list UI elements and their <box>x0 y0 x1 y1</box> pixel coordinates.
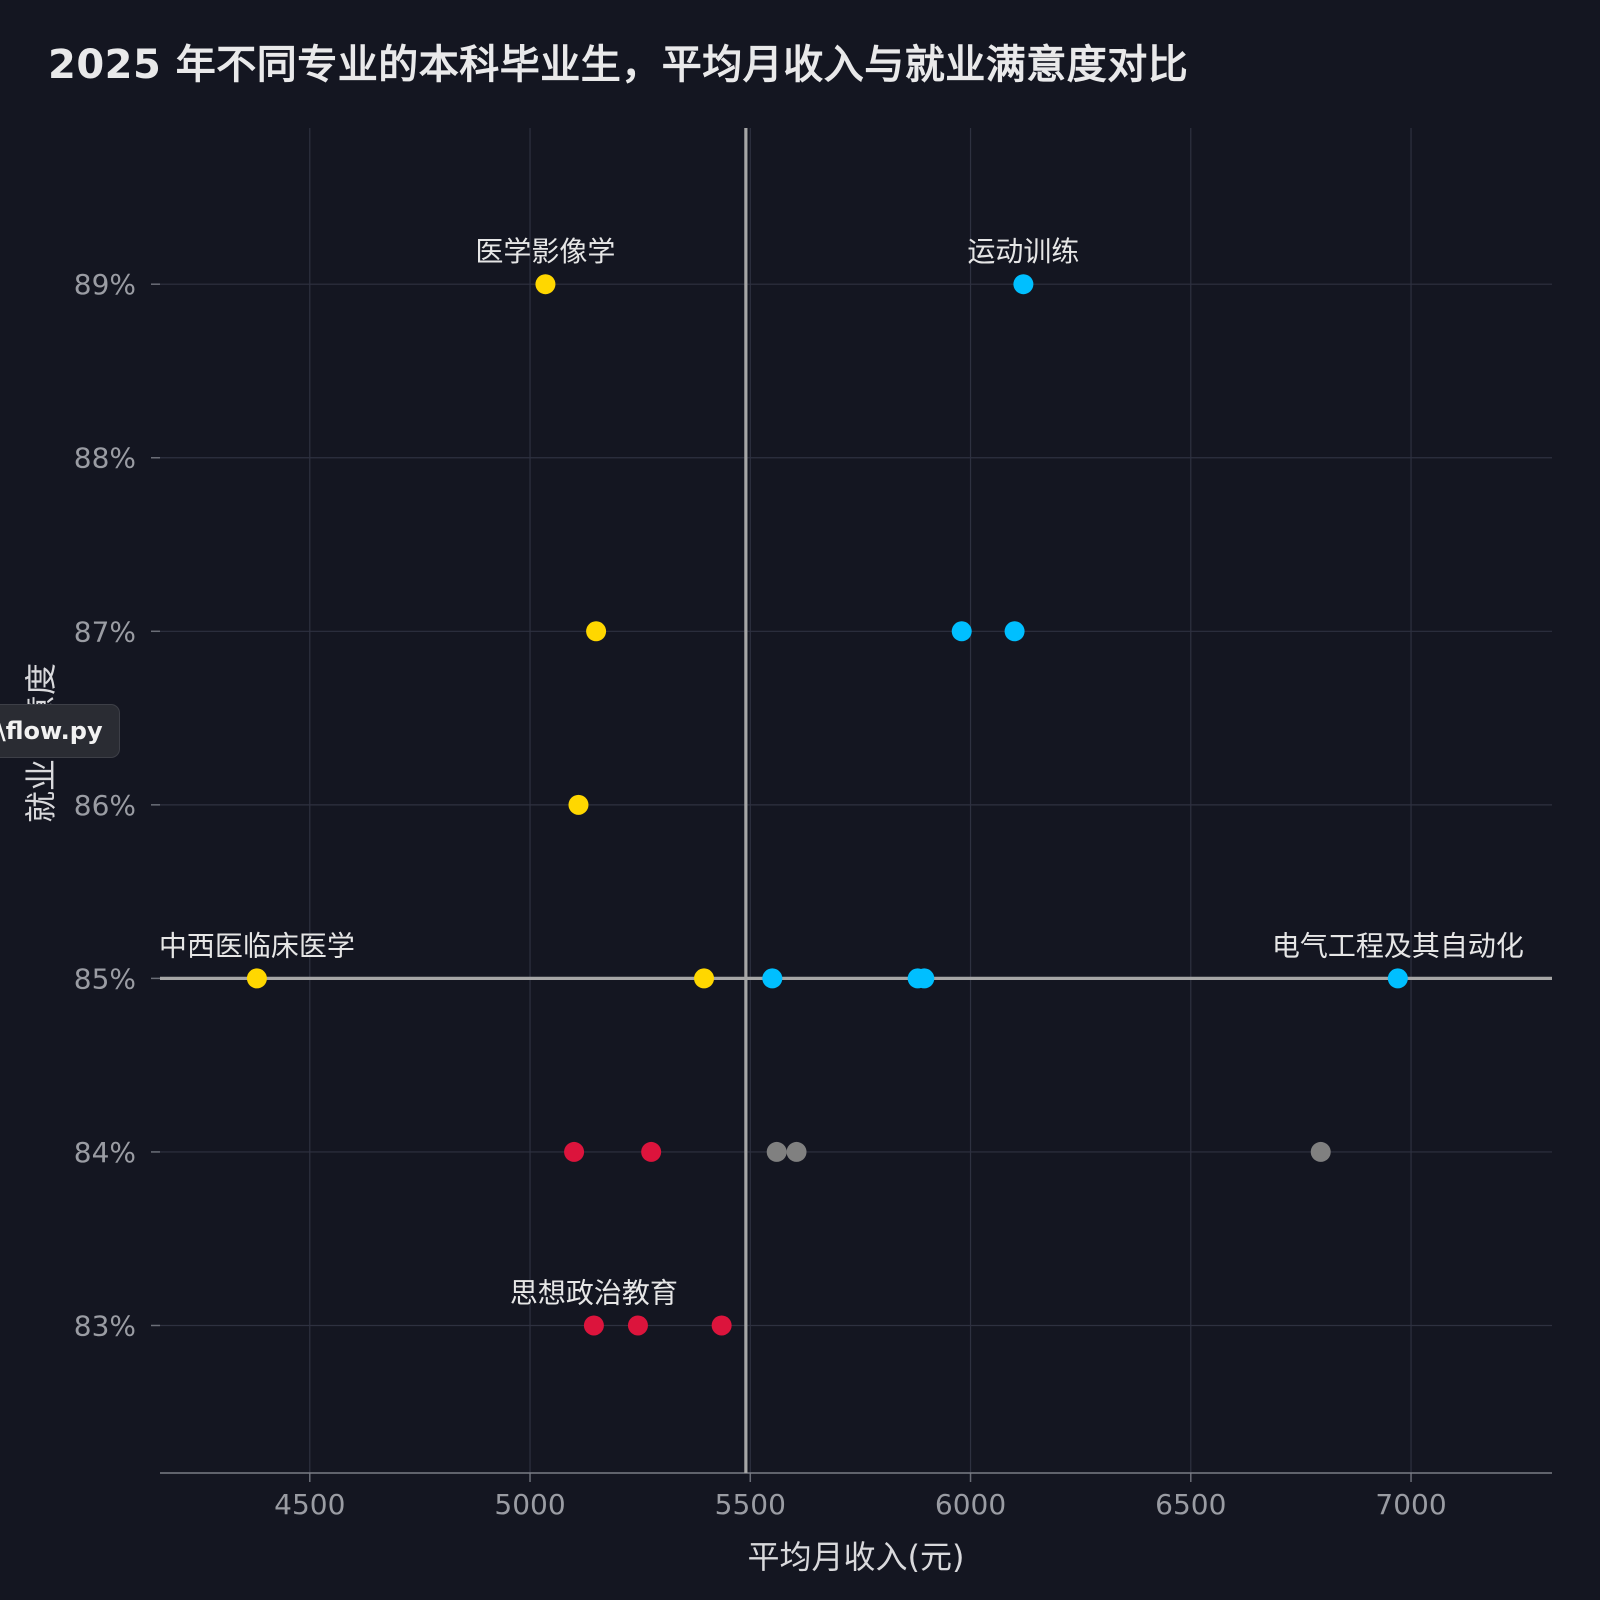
y-tick-label: 86% <box>74 789 136 822</box>
reference-lines <box>160 128 1552 1473</box>
point-label: 电气工程及其自动化 <box>1272 929 1524 962</box>
y-tick-label: 84% <box>74 1136 136 1169</box>
y-tick-label: 89% <box>74 268 136 301</box>
data-point <box>766 1141 787 1162</box>
chart-title: 2025 年不同专业的本科毕业生，平均月收入与就业满意度对比 <box>48 42 1189 88</box>
grid-lines <box>160 128 1552 1473</box>
x-tick-label: 4500 <box>274 1488 345 1521</box>
point-label: 运动训练 <box>967 235 1079 268</box>
x-axis-title: 平均月收入(元) <box>748 1538 965 1576</box>
axes: 4500 5000 5500 6000 6500 7000 83% 84% 85% 86% 87% 8… <box>74 268 1552 1521</box>
data-point <box>951 621 972 642</box>
x-tick-label: 5000 <box>494 1488 565 1521</box>
data-point <box>1004 621 1025 642</box>
data-point <box>694 968 715 989</box>
data-point <box>1310 1141 1331 1162</box>
data-point <box>535 274 556 295</box>
data-point <box>1013 274 1034 295</box>
data-point <box>1387 968 1408 989</box>
x-tick-label: 6000 <box>935 1488 1006 1521</box>
x-tick-label: 7000 <box>1375 1488 1446 1521</box>
data-point <box>627 1315 648 1336</box>
data-points <box>246 274 1408 1336</box>
file-tooltip: \flow.py <box>0 704 120 758</box>
data-point <box>786 1141 807 1162</box>
data-point <box>762 968 783 989</box>
data-point <box>711 1315 732 1336</box>
y-tick-label: 85% <box>74 962 136 995</box>
data-point <box>568 794 589 815</box>
point-label: 中西医临床医学 <box>159 929 355 962</box>
x-tick-label: 6500 <box>1155 1488 1226 1521</box>
data-point <box>583 1315 604 1336</box>
data-point <box>564 1141 585 1162</box>
data-point <box>246 968 267 989</box>
data-point <box>914 968 935 989</box>
y-tick-label: 83% <box>74 1309 136 1342</box>
data-point <box>641 1141 662 1162</box>
y-tick-label: 88% <box>74 442 136 475</box>
y-tick-label: 87% <box>74 615 136 648</box>
point-label: 思想政治教育 <box>510 1276 678 1309</box>
data-point <box>586 621 607 642</box>
x-tick-label: 5500 <box>715 1488 786 1521</box>
point-label: 医学影像学 <box>475 235 615 268</box>
